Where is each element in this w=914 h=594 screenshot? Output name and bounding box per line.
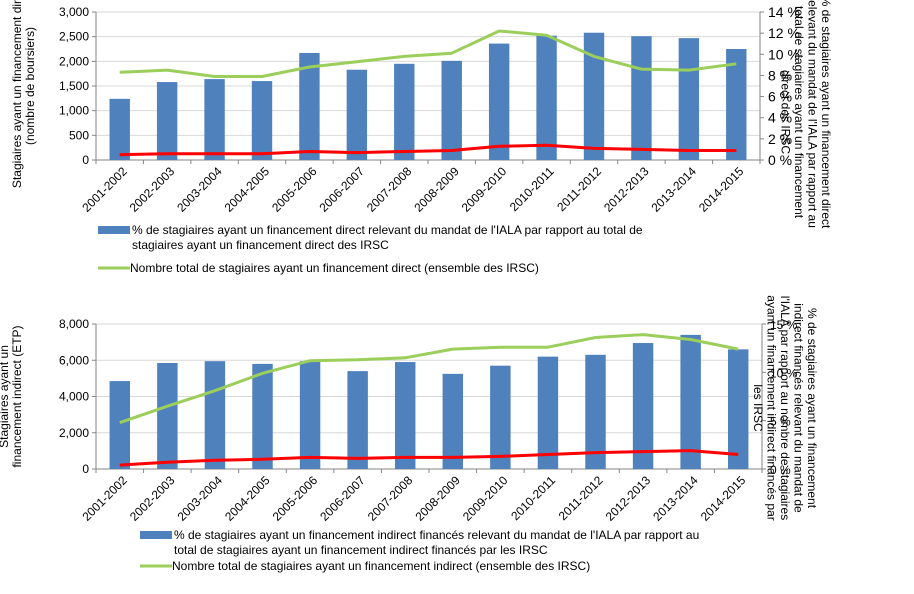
x-tick-label: 2004-2005 <box>222 473 273 524</box>
y-tick-label: 8,000 <box>59 317 89 331</box>
y2-axis-title: % de stagiaires ayant un financementindi… <box>751 295 819 520</box>
x-tick-label: 2006-2007 <box>317 473 368 524</box>
bar <box>395 362 415 469</box>
x-tick-label: 2009-2010 <box>460 473 511 524</box>
bar <box>157 363 177 469</box>
bar <box>394 64 414 160</box>
bar <box>631 36 651 160</box>
bar <box>204 79 224 160</box>
bar <box>679 38 699 160</box>
y-tick-label: 2,500 <box>59 30 89 44</box>
x-tick-label: 2002-2003 <box>127 473 178 524</box>
legend-label-line: Nombre total de stagiaires ayant un fina… <box>130 261 539 275</box>
legend-label-bar: % de stagiaires ayant un financement ind… <box>174 528 699 557</box>
legend: % de stagiaires ayant un financement ind… <box>140 528 699 573</box>
x-tick-label: 2014-2015 <box>698 473 749 524</box>
x-tick-label: 2014-2015 <box>696 164 747 215</box>
y-tick-label: 500 <box>69 128 89 142</box>
bar <box>680 335 700 469</box>
legend-swatch-bar <box>98 226 130 234</box>
bar <box>157 82 177 160</box>
x-tick-label: 2003-2004 <box>175 473 226 524</box>
x-tick-label: 2012-2013 <box>603 473 654 524</box>
bar <box>347 371 367 469</box>
bar <box>490 366 510 469</box>
x-tick-label: 2001-2002 <box>79 164 130 215</box>
x-tick-label: 2011-2012 <box>554 164 604 214</box>
x-tick-label: 2010-2011 <box>508 473 558 523</box>
y-tick-label: 0 <box>82 153 89 167</box>
legend-swatch-bar <box>140 531 172 539</box>
x-tick-label: 2005-2006 <box>269 164 320 215</box>
bar <box>205 361 225 469</box>
x-tick-label: 2006-2007 <box>316 164 367 215</box>
y-tick-label: 2,000 <box>59 426 89 440</box>
bar <box>300 361 320 469</box>
y-tick-label: 6,000 <box>59 353 89 367</box>
x-tick-label: 2005-2006 <box>270 473 321 524</box>
x-tick-label: 2003-2004 <box>174 164 225 215</box>
x-tick-label: 2013-2014 <box>648 164 699 215</box>
y-tick-label: 3,000 <box>59 5 89 19</box>
y-tick-label: 1,500 <box>59 79 89 93</box>
x-tick-label: 2008-2009 <box>412 473 463 524</box>
y-tick-label: 2,000 <box>59 54 89 68</box>
y-tick-label: 0 <box>82 462 89 476</box>
x-tick-label: 2007-2008 <box>364 164 415 215</box>
x-tick-label: 2007-2008 <box>365 473 416 524</box>
bar <box>443 374 463 469</box>
x-tick-label: 2009-2010 <box>459 164 510 215</box>
x-tick-label: 2012-2013 <box>601 164 652 215</box>
bar <box>489 44 509 160</box>
x-tick-label: 2013-2014 <box>650 473 701 524</box>
x-tick-label: 2011-2012 <box>556 473 606 523</box>
x-tick-label: 2002-2003 <box>127 164 178 215</box>
legend: % de stagiaires ayant un financement dir… <box>98 223 643 275</box>
y2-tick-label: 0 % <box>768 152 792 168</box>
bar <box>347 70 367 160</box>
bar <box>252 364 272 469</box>
bar <box>110 381 130 469</box>
y-tick-label: 1,000 <box>59 104 89 118</box>
x-tick-label: 2010-2011 <box>507 164 557 214</box>
bar <box>536 36 556 160</box>
bar <box>252 81 272 160</box>
x-tick-label: 2001-2002 <box>79 473 130 524</box>
bar <box>728 349 748 469</box>
x-tick-label: 2008-2009 <box>411 164 462 215</box>
y-axis-title: Stagiaires ayant un financement direct(n… <box>10 0 37 188</box>
y-axis-title: Stagiaires ayant unfinancement indirect … <box>0 325 24 467</box>
y-tick-label: 4,000 <box>59 390 89 404</box>
bar <box>538 357 558 469</box>
bar <box>110 99 130 160</box>
legend-label-bar: % de stagiaires ayant un financement dir… <box>132 223 643 252</box>
legend-label-line: Nombre total de stagiaires ayant un fina… <box>172 559 590 573</box>
bar <box>442 61 462 160</box>
x-tick-label: 2004-2005 <box>222 164 273 215</box>
